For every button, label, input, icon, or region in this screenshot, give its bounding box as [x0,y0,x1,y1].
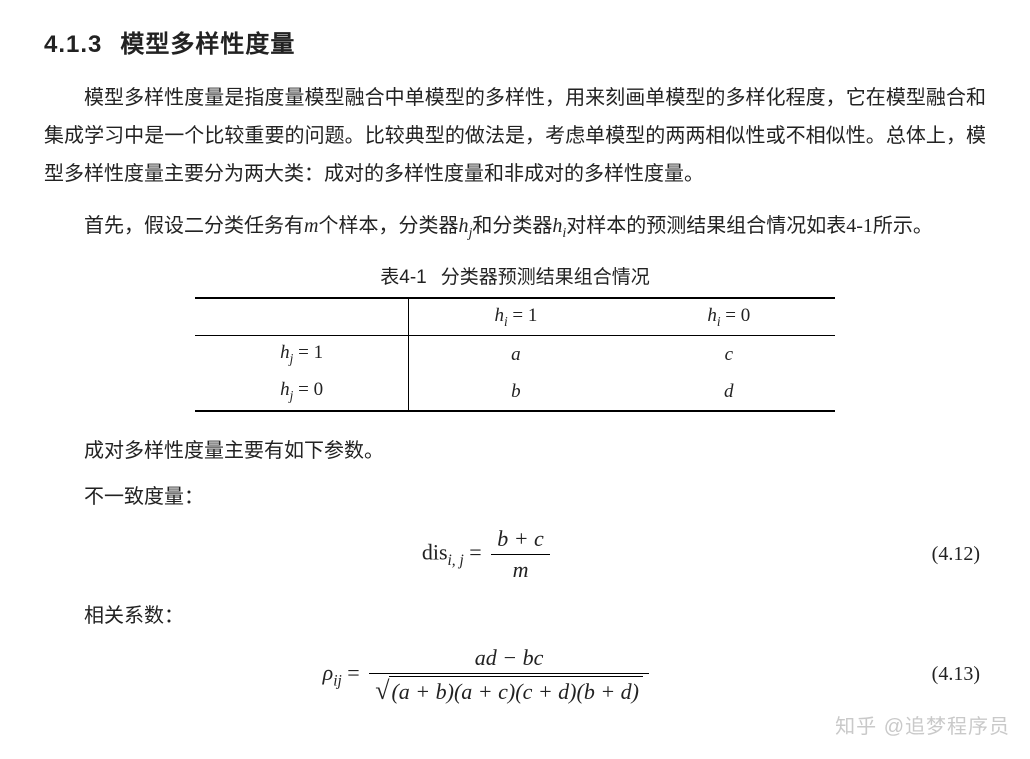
equation-correlation: ρij = ad − bc √ (a + b)(a + c)(c + d)(b … [44,645,986,705]
table-wrapper: hi = 1 hi = 0 hj = 1 a c hj = 0 b d [44,297,986,412]
dis-lhs-name: dis [422,540,448,565]
paragraph-3: 成对多样性度量主要有如下参数。 [44,432,986,470]
dis-lhs-sub: i, j [448,552,464,569]
label-correlation: 相关系数： [44,597,986,635]
cell-d: d [623,373,835,411]
row-label-hj1: hj = 1 [195,336,409,373]
table-caption-number: 表4-1 [380,267,426,288]
table-header-row: hi = 1 hi = 0 [195,298,835,336]
var-hi: hi [552,215,566,237]
p2-mid1: 个样本，分类器 [318,215,458,237]
table-head-hi0: hi = 0 [623,298,835,336]
table-row: hj = 1 a c [195,336,835,373]
watermark: 知乎 @追梦程序员 [835,710,1010,739]
var-hj: hj [458,215,472,237]
p2-suffix: 对样本的预测结果组合情况如表4-1所示。 [566,215,933,237]
cell-c: c [623,336,835,373]
eq-dis-body: disi, j = b + c m [422,526,554,583]
p2-prefix: 首先，假设二分类任务有 [84,215,304,237]
dis-fraction: b + c m [491,526,550,583]
section-title: 模型多样性度量 [120,31,295,58]
equation-disagreement: disi, j = b + c m (4.12) [44,526,986,583]
rho-numerator: ad − bc [369,645,649,674]
p2-mid2: 和分类器 [472,215,552,237]
table-row: hj = 0 b d [195,373,835,411]
dis-denominator: m [491,555,550,583]
eq-rho-body: ρij = ad − bc √ (a + b)(a + c)(c + d)(b … [323,645,653,705]
sqrt: √ (a + b)(a + c)(c + d)(b + d) [375,676,643,705]
paragraph-1: 模型多样性度量是指度量模型融合中单模型的多样性，用来刻画单模型的多样化程度，它在… [44,79,986,193]
rho-lhs-sub: ij [333,672,342,689]
row-label-hj0: hj = 0 [195,373,409,411]
sqrt-sign-icon: √ [375,678,389,707]
label-disagreement: 不一致度量： [44,478,986,516]
paragraph-2: 首先，假设二分类任务有m个样本，分类器hj和分类器hi对样本的预测结果组合情况如… [44,207,986,248]
rho-lhs-name: ρ [323,660,334,685]
eq-number-dis: (4.12) [932,543,986,566]
rho-fraction: ad − bc √ (a + b)(a + c)(c + d)(b + d) [369,645,649,705]
cell-b: b [409,373,623,411]
var-m: m [304,215,318,237]
table-head-hi1: hi = 1 [409,298,623,336]
eq-number-rho: (4.13) [932,663,986,686]
section-number: 4.1.3 [44,31,102,58]
dis-numerator: b + c [491,526,550,555]
table-corner-cell [195,298,409,336]
section-heading: 4.1.3 模型多样性度量 [44,24,986,59]
sqrt-body: (a + b)(a + c)(c + d)(b + d) [389,676,643,705]
cell-a: a [409,336,623,373]
contingency-table: hi = 1 hi = 0 hj = 1 a c hj = 0 b d [195,297,835,412]
rho-denominator: √ (a + b)(a + c)(c + d)(b + d) [369,674,649,705]
table-caption-text: 分类器预测结果组合情况 [441,267,650,288]
table-caption: 表4-1 分类器预测结果组合情况 [44,262,986,289]
document-page: 4.1.3 模型多样性度量 模型多样性度量是指度量模型融合中单模型的多样性，用来刻… [0,0,1030,759]
